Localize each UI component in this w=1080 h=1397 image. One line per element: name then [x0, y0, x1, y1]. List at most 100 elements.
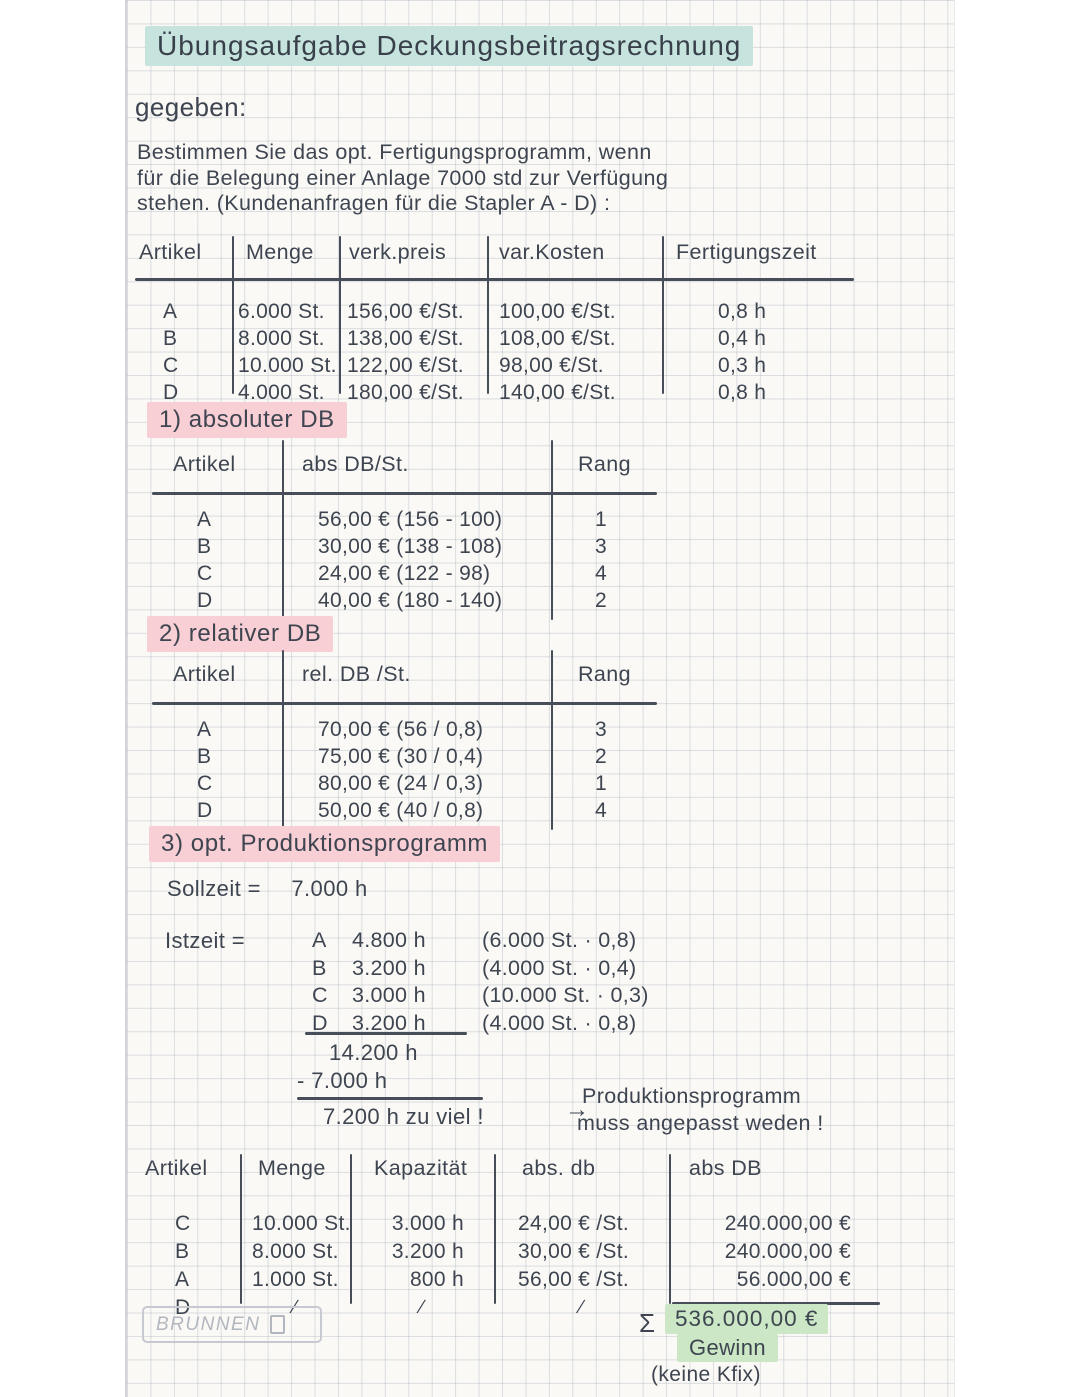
section-2-heading-text: 2) relativer DB	[147, 616, 334, 652]
table-cell: 4	[595, 562, 607, 585]
table-separator	[494, 1154, 496, 1304]
dash-mark: ∕	[579, 1297, 584, 1318]
note-line-2: muss angepasst weden !	[577, 1111, 824, 1135]
grand-total-line	[672, 1302, 880, 1305]
table-cell: 10.000 St.	[238, 354, 337, 377]
ist-article: A	[312, 928, 327, 952]
table-separator	[669, 1154, 671, 1304]
table-cell: 0,8 h	[718, 300, 767, 323]
table-cell: 3	[595, 718, 607, 741]
table-cell: 24,00 € (122 - 98)	[318, 562, 491, 585]
task-line-3: stehen. (Kundenanfragen für die Stapler …	[137, 191, 611, 215]
table-cell: 10.000 St.	[252, 1212, 351, 1235]
table-cell: C	[163, 354, 179, 377]
table-cell: 0,4 h	[718, 327, 767, 350]
table-cell: 70,00 € (56 / 0,8)	[318, 718, 484, 741]
table-cell: 6.000 St.	[238, 300, 325, 323]
column-header: Rang	[578, 452, 631, 476]
column-header: rel. DB /St.	[302, 662, 411, 686]
grand-total: 536.000,00 €	[665, 1304, 829, 1334]
table-cell: B	[197, 535, 212, 558]
column-header: Kapazität	[374, 1156, 468, 1180]
table-cell: D	[197, 799, 213, 822]
rel-db-table: Artikel rel. DB /St. Rang A 70,00 € (56 …	[152, 650, 669, 830]
table-cell: B	[197, 745, 212, 768]
section-1-heading-text: 1) absoluter DB	[147, 402, 347, 438]
section-2-heading: 2) relativer DB	[147, 616, 334, 652]
table-cell: A	[175, 1268, 190, 1291]
column-header: Artikel	[145, 1156, 208, 1180]
istzeit-total: 14.200 h	[329, 1040, 418, 1065]
table-cell: 98,00 €/St.	[499, 354, 604, 377]
table-cell: 4	[595, 799, 607, 822]
note-line-1: Produktionsprogramm	[582, 1084, 802, 1108]
arrow-icon: →	[565, 1096, 590, 1123]
column-header: abs. db	[522, 1156, 596, 1180]
ist-detail: (6.000 St. · 0,8)	[482, 928, 637, 952]
table-cell: 1	[595, 772, 607, 795]
table-cell: 240.000,00 €	[724, 1212, 851, 1235]
table-separator	[551, 650, 553, 830]
istzeit-label: Istzeit =	[165, 928, 246, 953]
table-cell: 75,00 € (30 / 0,4)	[318, 745, 484, 768]
table-cell: 0,8 h	[718, 381, 767, 404]
graph-paper: Übungsaufgabe Deckungsbeitragsrechnung g…	[125, 0, 955, 1397]
table-cell: 1	[595, 508, 607, 531]
column-header: Rang	[578, 662, 631, 686]
table-cell: 4.000 St.	[238, 381, 325, 404]
table-cell: 800 h	[409, 1268, 464, 1291]
table-cell: A	[163, 300, 178, 323]
table-cell: A	[197, 508, 212, 531]
profit-label: Gewinn	[677, 1334, 778, 1362]
title-row: Übungsaufgabe Deckungsbeitragsrechnung	[145, 26, 754, 66]
ist-hours: 4.800 h	[352, 928, 426, 952]
header-underline	[152, 702, 657, 705]
grand-total-value: 536.000,00 €	[665, 1304, 829, 1334]
table-separator	[350, 1154, 352, 1304]
task-line-1: Bestimmen Sie das opt. Fertigungsprogram…	[137, 140, 652, 164]
table-cell: A	[197, 718, 212, 741]
column-header: Artikel	[173, 452, 236, 476]
table-cell: 56,00 € /St.	[518, 1268, 630, 1291]
ist-article: B	[312, 955, 327, 980]
table-cell: 8.000 St.	[238, 327, 325, 350]
table-cell: 30,00 € /St.	[518, 1240, 630, 1263]
table-separator	[551, 440, 553, 620]
abs-db-table: Artikel abs DB/St. Rang A 56,00 € (156 -…	[152, 440, 669, 620]
table-cell: D	[197, 589, 213, 612]
table-cell: 80,00 € (24 / 0,3)	[318, 772, 484, 795]
paper-brand-stamp: BRUNNEN	[142, 1306, 322, 1343]
sollzeit-value: 7.000 h	[291, 876, 368, 901]
table-cell: 56,00 € (156 - 100)	[318, 508, 503, 531]
dash-mark: ∕	[420, 1297, 424, 1318]
page-title: Übungsaufgabe Deckungsbeitragsrechnung	[145, 26, 754, 66]
table-cell: 2	[595, 745, 607, 768]
table-separator	[282, 440, 284, 620]
table-separator	[240, 1154, 242, 1304]
ist-detail: (4.000 St. · 0,4)	[482, 955, 637, 980]
column-header: abs DB	[689, 1156, 762, 1180]
table-cell: C	[197, 562, 213, 585]
table-cell: 108,00 €/St.	[499, 327, 616, 350]
table-cell: 8.000 St.	[252, 1240, 339, 1263]
task-line-2: für die Belegung einer Anlage 7000 std z…	[137, 165, 669, 190]
column-header: Fertigungszeit	[676, 240, 817, 264]
table-cell: 56.000,00 €	[736, 1268, 851, 1291]
table-cell: C	[197, 772, 213, 795]
section-3-heading: 3) opt. Produktionsprogramm	[149, 826, 501, 862]
table-cell: D	[163, 381, 179, 404]
column-header: verk.preis	[349, 240, 447, 264]
profit-label-row: Gewinn	[677, 1334, 778, 1362]
column-header: var.Kosten	[499, 240, 605, 264]
ist-hours: 3.200 h	[352, 1010, 426, 1035]
sollzeit-subtract: - 7.000 h	[297, 1068, 388, 1093]
table-cell: 122,00 €/St.	[347, 354, 464, 377]
section-3-heading-text: 3) opt. Produktionsprogramm	[149, 826, 501, 862]
column-header: abs DB/St.	[302, 452, 409, 476]
column-header: Artikel	[139, 240, 202, 264]
table-cell: 50,00 € (40 / 0,8)	[318, 799, 484, 822]
sollzeit-line: Sollzeit = 7.000 h	[167, 876, 368, 902]
table-cell: 3.200 h	[391, 1240, 464, 1263]
header-underline	[135, 278, 854, 281]
